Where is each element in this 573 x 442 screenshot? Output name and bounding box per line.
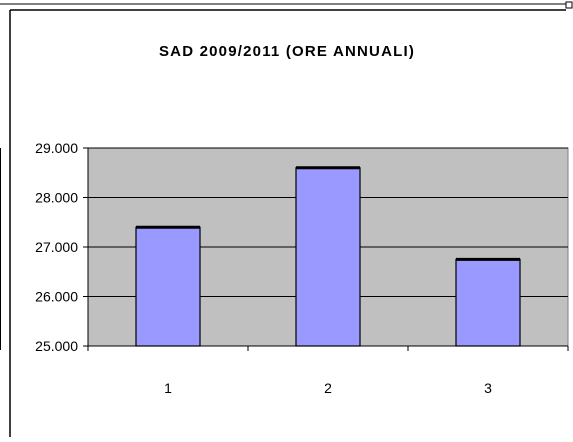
bar-1 (135, 226, 201, 347)
x-tick-label: 3 (484, 380, 492, 396)
y-axis-ticks: 25.000 26.000 27.000 28.000 29.000 (35, 140, 88, 354)
bar-2 (295, 167, 361, 347)
chart-title: SAD 2009/2011 (ORE ANNUALI) (159, 43, 415, 60)
x-tick-label: 1 (164, 380, 172, 396)
y-tick-label: 27.000 (35, 239, 78, 255)
y-tick-label: 26.000 (35, 289, 78, 305)
bars (135, 166, 521, 347)
y-tick-label: 25.000 (35, 338, 78, 354)
x-axis-ticks: 1 2 3 (87, 346, 569, 396)
bar-3 (455, 258, 521, 347)
y-tick-label: 28.000 (35, 190, 78, 206)
x-tick-label: 2 (324, 380, 332, 396)
plot-area: 25.000 26.000 27.000 28.000 29.000 1 2 3 (35, 140, 569, 396)
y-tick-label: 29.000 (35, 140, 78, 156)
resize-handle[interactable] (565, 1, 573, 9)
